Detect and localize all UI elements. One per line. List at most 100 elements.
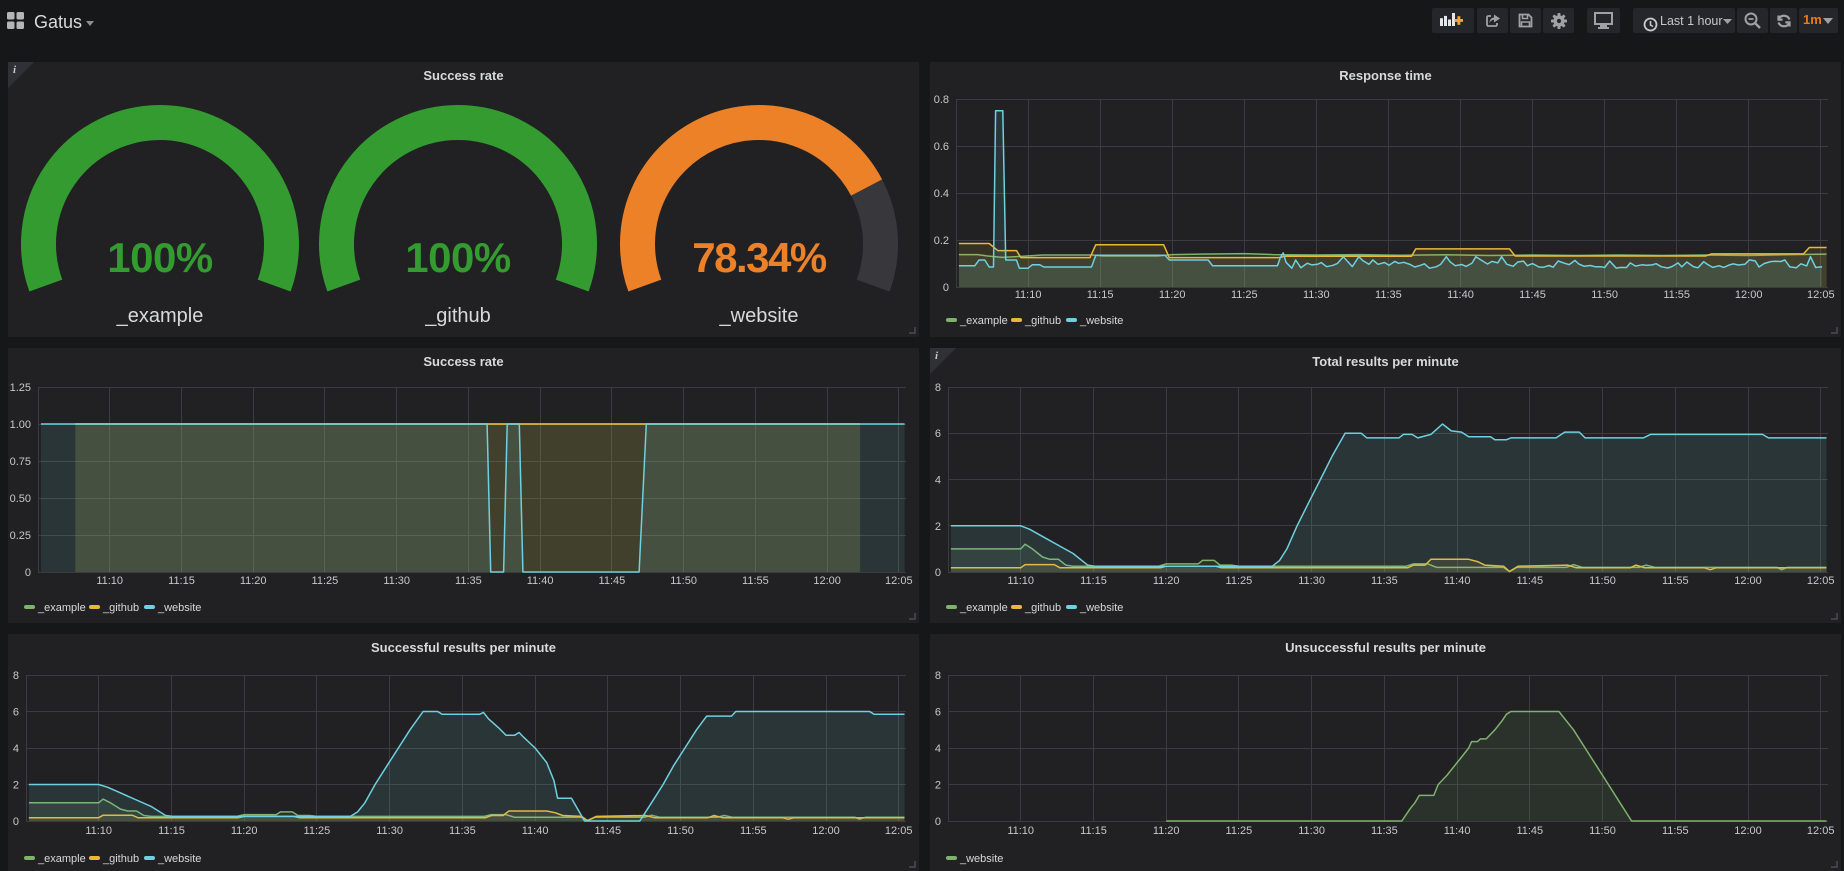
svg-text:0.6: 0.6	[934, 141, 949, 153]
svg-text:12:05: 12:05	[885, 575, 913, 587]
svg-text:11:20: 11:20	[240, 575, 267, 587]
svg-text:12:00: 12:00	[813, 575, 841, 587]
svg-text:11:15: 11:15	[1080, 825, 1107, 837]
svg-text:1.25: 1.25	[10, 382, 31, 394]
svg-text:11:25: 11:25	[1226, 825, 1253, 837]
svg-text:11:25: 11:25	[1231, 289, 1258, 301]
svg-text:11:40: 11:40	[1444, 825, 1471, 837]
svg-text:_example: _example	[37, 602, 86, 614]
svg-text:11:30: 11:30	[376, 825, 403, 837]
svg-text:2: 2	[935, 521, 941, 533]
svg-text:0: 0	[25, 567, 31, 579]
svg-text:11:40: 11:40	[1447, 289, 1474, 301]
svg-text:11:55: 11:55	[742, 575, 769, 587]
svg-text:12:05: 12:05	[1807, 289, 1835, 301]
svg-text:6: 6	[13, 707, 19, 719]
svg-text:11:45: 11:45	[599, 575, 626, 587]
svg-text:11:30: 11:30	[1298, 825, 1325, 837]
svg-text:11:15: 11:15	[158, 825, 185, 837]
svg-text:_website: _website	[1079, 315, 1123, 327]
svg-text:11:15: 11:15	[1087, 289, 1114, 301]
svg-text:2: 2	[13, 780, 19, 792]
svg-text:11:10: 11:10	[1015, 289, 1042, 301]
svg-text:11:10: 11:10	[85, 825, 112, 837]
svg-text:11:10: 11:10	[1007, 575, 1034, 587]
svg-text:0: 0	[935, 567, 941, 579]
svg-text:11:30: 11:30	[383, 575, 410, 587]
svg-text:11:20: 11:20	[231, 825, 258, 837]
svg-text:11:30: 11:30	[1298, 575, 1325, 587]
svg-text:11:40: 11:40	[527, 575, 554, 587]
svg-text:12:05: 12:05	[885, 825, 913, 837]
svg-text:6: 6	[935, 707, 941, 719]
svg-text:0.2: 0.2	[934, 235, 949, 247]
svg-text:8: 8	[935, 670, 941, 682]
svg-text:_github: _github	[102, 602, 139, 614]
svg-text:0.25: 0.25	[10, 530, 31, 542]
svg-text:11:55: 11:55	[1662, 825, 1689, 837]
svg-text:11:45: 11:45	[1519, 289, 1546, 301]
svg-text:11:45: 11:45	[594, 825, 621, 837]
svg-text:_github: _github	[424, 305, 491, 327]
svg-text:11:35: 11:35	[1375, 289, 1402, 301]
svg-text:_github: _github	[1024, 602, 1061, 614]
svg-text:11:45: 11:45	[1516, 825, 1543, 837]
svg-text:8: 8	[935, 382, 941, 394]
svg-text:11:25: 11:25	[1226, 575, 1253, 587]
svg-text:78.34%: 78.34%	[692, 234, 827, 281]
svg-text:0.8: 0.8	[934, 94, 949, 106]
svg-text:0.50: 0.50	[10, 493, 31, 505]
svg-text:0.4: 0.4	[934, 188, 949, 200]
svg-text:4: 4	[935, 475, 941, 487]
svg-text:11:50: 11:50	[1589, 575, 1616, 587]
svg-text:11:30: 11:30	[1303, 289, 1330, 301]
svg-text:11:15: 11:15	[168, 575, 195, 587]
svg-text:11:10: 11:10	[96, 575, 123, 587]
svg-text:12:00: 12:00	[1734, 825, 1762, 837]
svg-text:_github: _github	[102, 853, 139, 865]
svg-text:_website: _website	[157, 853, 201, 865]
svg-text:11:25: 11:25	[304, 825, 331, 837]
svg-text:4: 4	[935, 743, 941, 755]
svg-text:12:05: 12:05	[1807, 825, 1835, 837]
svg-text:0.75: 0.75	[10, 456, 31, 468]
svg-text:1.00: 1.00	[10, 419, 31, 431]
svg-text:100%: 100%	[107, 234, 213, 281]
svg-text:11:55: 11:55	[740, 825, 767, 837]
svg-text:_website: _website	[1079, 602, 1123, 614]
svg-text:_example: _example	[959, 315, 1008, 327]
svg-text:0: 0	[13, 816, 19, 828]
svg-text:0: 0	[935, 816, 941, 828]
svg-text:_website: _website	[157, 602, 201, 614]
svg-text:_example: _example	[37, 853, 86, 865]
svg-text:11:20: 11:20	[1153, 825, 1180, 837]
svg-text:12:00: 12:00	[812, 825, 840, 837]
svg-text:11:50: 11:50	[1589, 825, 1616, 837]
svg-text:12:00: 12:00	[1734, 575, 1762, 587]
svg-text:0: 0	[943, 282, 949, 294]
svg-text:12:05: 12:05	[1807, 575, 1835, 587]
svg-text:11:55: 11:55	[1662, 575, 1689, 587]
svg-text:4: 4	[13, 743, 19, 755]
svg-text:100%: 100%	[405, 234, 511, 281]
svg-text:6: 6	[935, 428, 941, 440]
svg-text:11:10: 11:10	[1007, 825, 1034, 837]
svg-text:11:50: 11:50	[670, 575, 697, 587]
svg-text:8: 8	[13, 670, 19, 682]
svg-text:2: 2	[935, 780, 941, 792]
svg-text:11:40: 11:40	[522, 825, 549, 837]
svg-text:11:50: 11:50	[1591, 289, 1618, 301]
svg-text:12:00: 12:00	[1735, 289, 1763, 301]
svg-text:_github: _github	[1024, 315, 1061, 327]
svg-text:11:50: 11:50	[667, 825, 694, 837]
svg-text:_website: _website	[959, 853, 1003, 865]
svg-text:11:55: 11:55	[1663, 289, 1690, 301]
svg-text:11:15: 11:15	[1080, 575, 1107, 587]
svg-text:11:35: 11:35	[1371, 825, 1398, 837]
svg-text:_example: _example	[959, 602, 1008, 614]
svg-text:11:20: 11:20	[1153, 575, 1180, 587]
svg-text:11:35: 11:35	[449, 825, 476, 837]
svg-text:_example: _example	[116, 305, 204, 327]
svg-text:11:35: 11:35	[455, 575, 482, 587]
svg-text:_website: _website	[719, 305, 799, 327]
